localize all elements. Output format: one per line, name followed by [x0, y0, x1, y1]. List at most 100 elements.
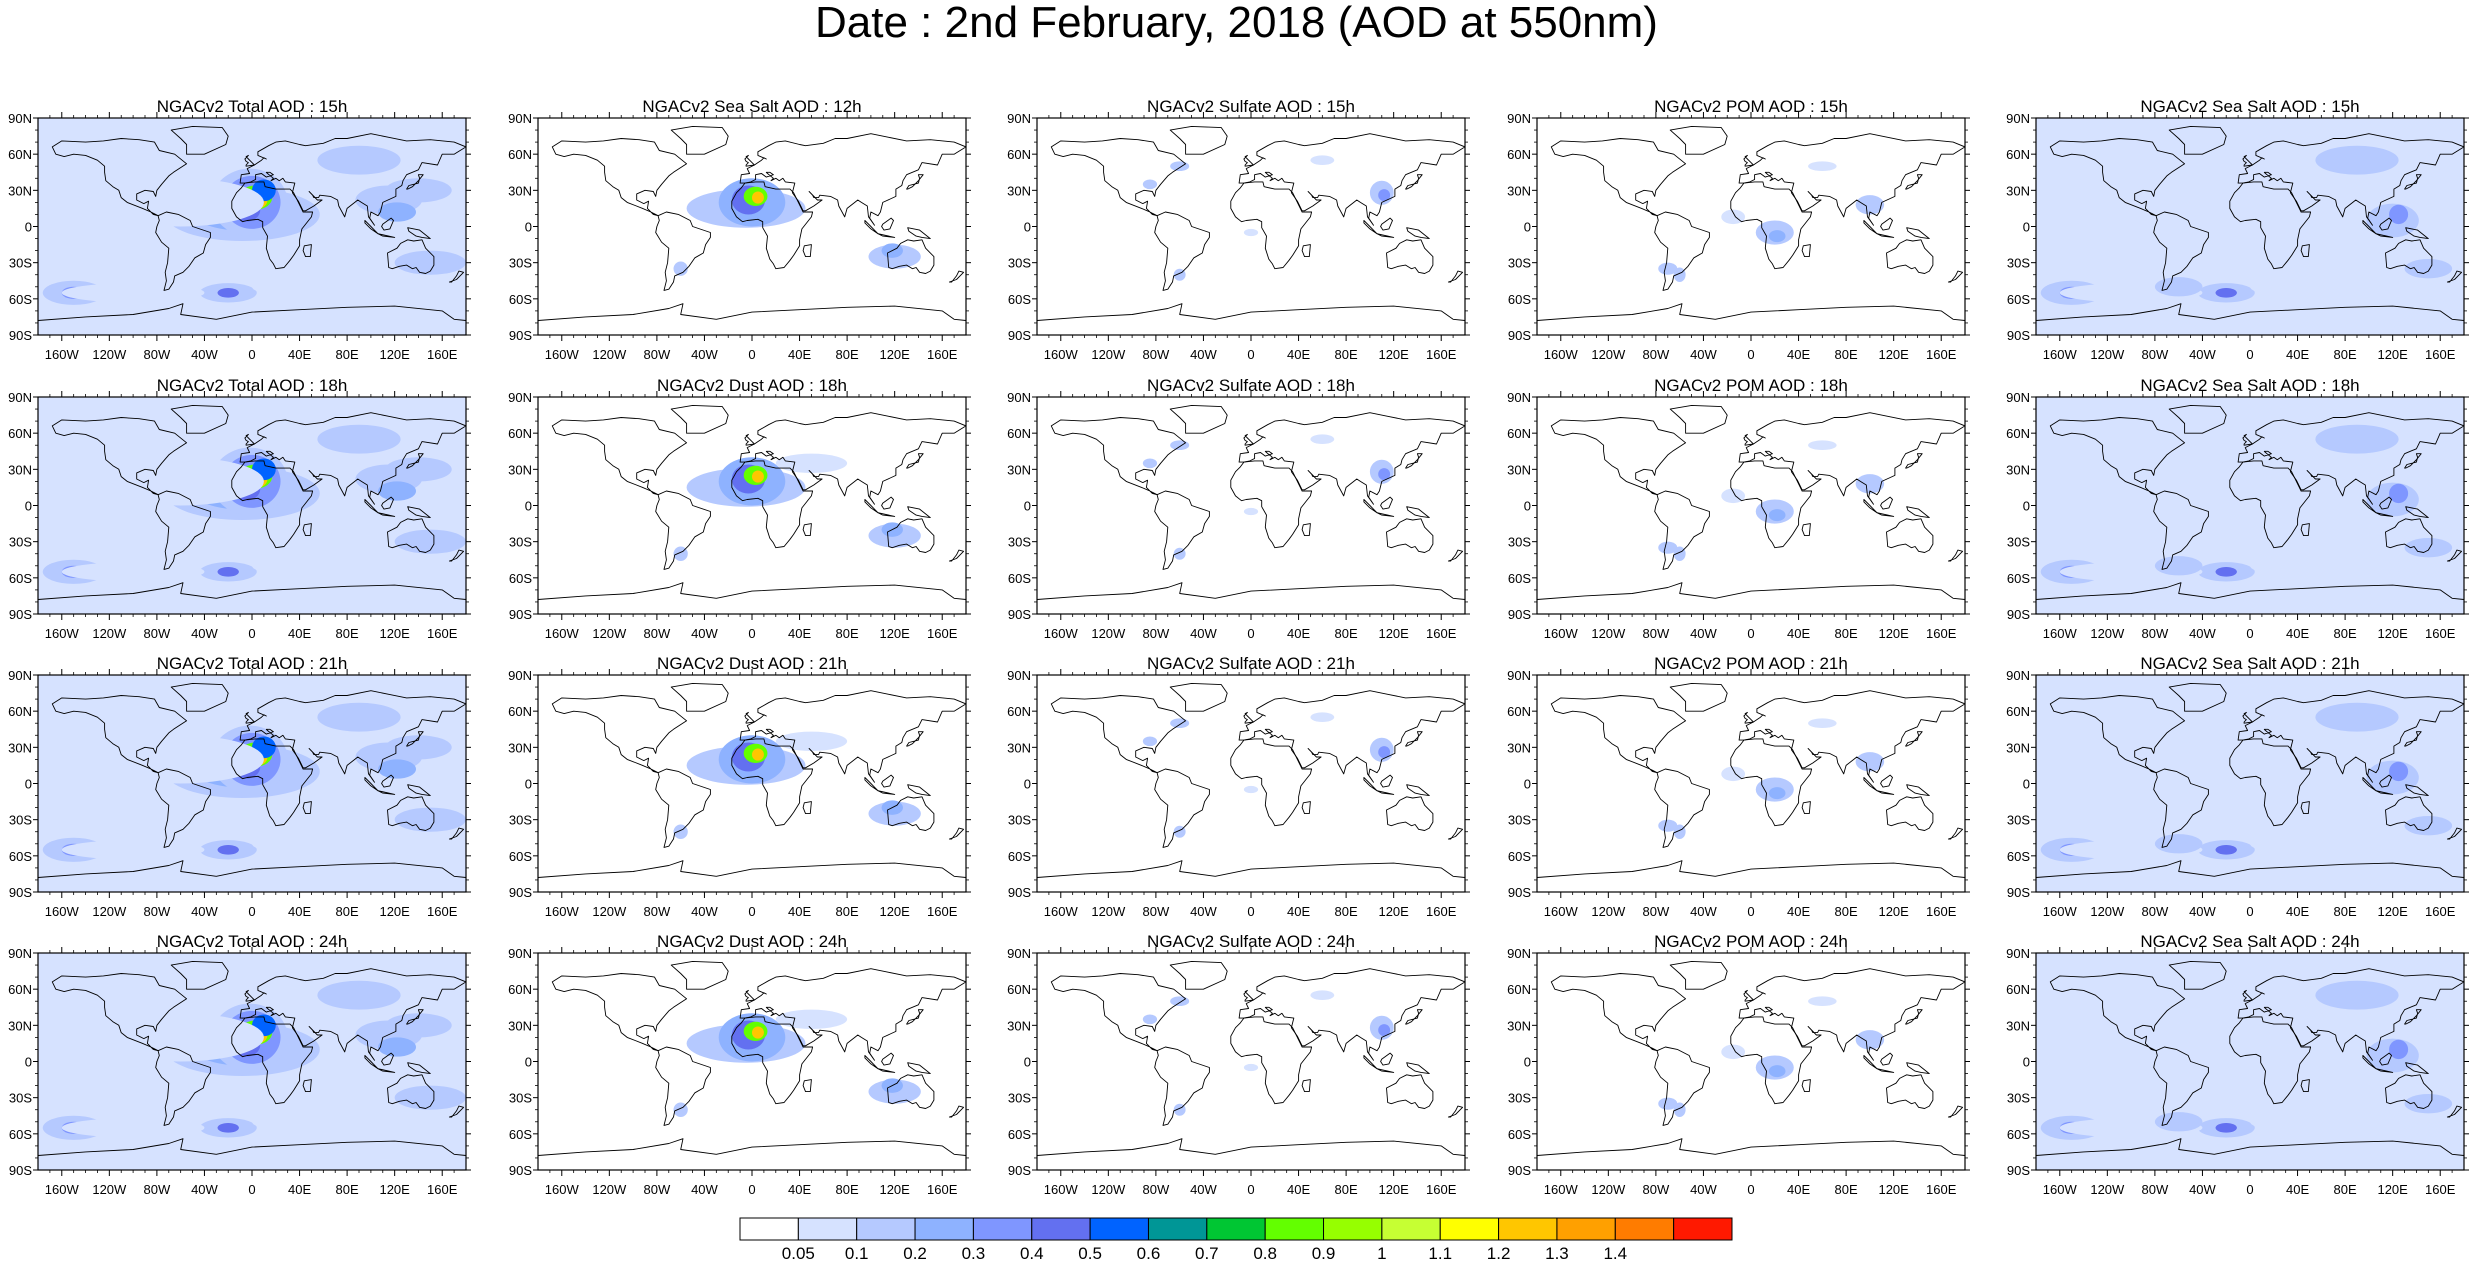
lon-label: 120W — [592, 1182, 627, 1197]
lon-label: 160W — [2043, 904, 2078, 919]
lat-label: 30N — [8, 740, 32, 755]
aod-patch — [1170, 161, 1190, 172]
colorbar-label: 0.8 — [1253, 1244, 1277, 1261]
lat-label: 30S — [1008, 1091, 1031, 1106]
lon-label: 80E — [1335, 626, 1358, 641]
lon-label: 160E — [427, 347, 458, 362]
ocean — [1537, 118, 1965, 335]
coastline — [244, 711, 255, 724]
coastline — [1238, 133, 1465, 226]
coastline — [1380, 496, 1393, 510]
lon-label: 80W — [144, 347, 171, 362]
lat-label: 60N — [1007, 704, 1031, 719]
lat-label: 90S — [9, 885, 32, 900]
aod-patch — [378, 202, 417, 222]
lat-label: 60S — [509, 292, 532, 307]
lat-label: 30S — [2007, 813, 2030, 828]
coastline — [1743, 989, 1754, 1002]
lon-label: 0 — [748, 904, 755, 919]
lat-label: 60S — [9, 571, 32, 586]
lon-label: 0 — [2246, 626, 2253, 641]
lat-label: 60S — [1008, 1127, 1031, 1142]
lon-label: 40E — [788, 904, 811, 919]
aod-patch — [2154, 556, 2203, 576]
coastline — [38, 582, 466, 614]
lon-label: 40E — [1287, 347, 1310, 362]
lat-label: 60N — [2006, 982, 2030, 997]
aod-patch — [1170, 440, 1190, 451]
coastline — [2379, 217, 2392, 231]
aod-patch — [752, 470, 764, 483]
lat-label: 60N — [8, 147, 32, 162]
coastline — [244, 989, 255, 1002]
lon-label: 160W — [45, 626, 80, 641]
lon-label: 40W — [1690, 347, 1717, 362]
lon-label: 120E — [379, 347, 410, 362]
coastline — [881, 774, 894, 788]
lon-label: 80W — [144, 1182, 171, 1197]
lat-label: 90S — [2007, 1163, 2030, 1178]
coastline — [1654, 490, 1710, 570]
lon-label: 160E — [927, 904, 958, 919]
aod-patch — [97, 1013, 264, 1062]
lon-label: 80W — [2142, 626, 2169, 641]
coastline — [406, 1009, 424, 1025]
lon-label: 80E — [836, 626, 859, 641]
lat-label: 30N — [1507, 462, 1531, 477]
panel-title: NGACv2 Sea Salt AOD : 24h — [2140, 932, 2359, 951]
lon-label: 40W — [191, 626, 218, 641]
lon-label: 120W — [592, 626, 627, 641]
coastline — [381, 774, 394, 788]
lon-label: 80E — [336, 904, 359, 919]
coastline — [1169, 125, 1228, 155]
coastline — [907, 1062, 931, 1075]
lat-label: 90S — [1508, 328, 1531, 343]
lat-label: 90N — [1507, 390, 1531, 405]
map-area — [2036, 118, 2464, 335]
coastline — [1880, 774, 1893, 788]
aod-patch — [2154, 277, 2203, 297]
lon-label: 160E — [427, 626, 458, 641]
aod-patch — [2250, 274, 2393, 299]
map-panel: NGACv2 Dust AOD : 18h 90N 60N 30N 0 30S 60S 90S… — [508, 376, 971, 641]
coastline — [1906, 506, 1930, 519]
coastline — [1037, 303, 1465, 335]
coastline — [1050, 417, 1187, 496]
coastline — [2153, 768, 2209, 848]
lon-label: 40E — [288, 626, 311, 641]
coastline — [1154, 490, 1210, 570]
coastline — [155, 768, 211, 848]
coastline — [1550, 973, 1687, 1052]
lat-label: 60N — [1507, 982, 1531, 997]
aod-patch — [2250, 1109, 2393, 1134]
colorbar-label: 1.1 — [1428, 1244, 1452, 1261]
lon-label: 160W — [545, 1182, 580, 1197]
coastline — [2375, 233, 2394, 238]
lat-label: 90S — [2007, 328, 2030, 343]
coastline — [1380, 217, 1393, 231]
coastline — [2404, 174, 2422, 190]
lon-label: 160W — [2043, 1182, 2078, 1197]
ocean — [1037, 397, 1465, 614]
lat-label: 90S — [2007, 885, 2030, 900]
lon-label: 80W — [2142, 1182, 2169, 1197]
lat-label: 90S — [509, 1163, 532, 1178]
coastline — [2168, 404, 2227, 434]
coastline — [538, 860, 966, 892]
coastline — [2036, 582, 2464, 614]
panel-title: NGACv2 POM AOD : 18h — [1654, 376, 1848, 395]
coastline — [2242, 433, 2253, 446]
lon-label: 40E — [2286, 1182, 2309, 1197]
aod-patch — [252, 274, 395, 299]
lat-label: 60S — [1008, 292, 1031, 307]
lat-label: 90N — [1507, 668, 1531, 683]
map-panel: NGACv2 POM AOD : 24h 90N 60N 30N 0 30S 60S 90S 1… — [1507, 932, 1970, 1197]
lon-label: 40W — [691, 1182, 718, 1197]
aod-patch — [1378, 189, 1391, 202]
aod-patch — [1142, 736, 1158, 747]
coastline — [1447, 827, 1464, 840]
lon-label: 40E — [288, 347, 311, 362]
coastline — [1406, 227, 1430, 240]
lon-label: 40E — [1787, 347, 1810, 362]
map-panel: NGACv2 Sea Salt AOD : 12h 90N 60N 30N 0 30S 60… — [508, 97, 971, 362]
